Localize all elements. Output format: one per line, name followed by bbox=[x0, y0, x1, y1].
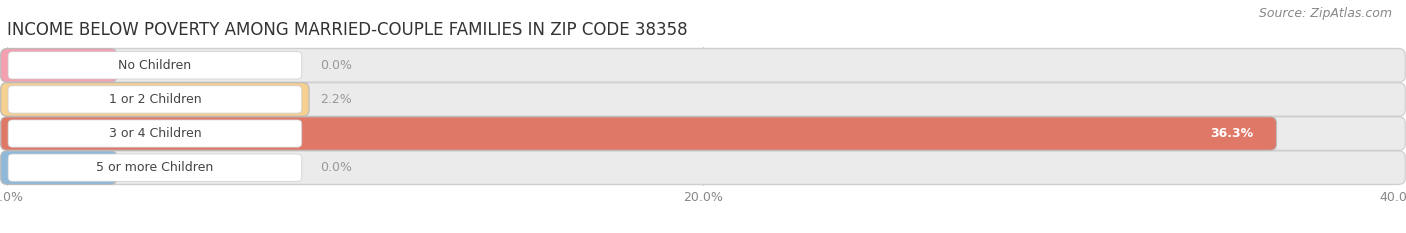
Text: No Children: No Children bbox=[118, 59, 191, 72]
FancyBboxPatch shape bbox=[1, 117, 1405, 150]
Text: 5 or more Children: 5 or more Children bbox=[96, 161, 214, 174]
FancyBboxPatch shape bbox=[1, 151, 1405, 184]
FancyBboxPatch shape bbox=[8, 120, 302, 147]
Text: 3 or 4 Children: 3 or 4 Children bbox=[108, 127, 201, 140]
FancyBboxPatch shape bbox=[1, 49, 1405, 82]
FancyBboxPatch shape bbox=[8, 154, 302, 181]
Text: 36.3%: 36.3% bbox=[1209, 127, 1253, 140]
Text: Source: ZipAtlas.com: Source: ZipAtlas.com bbox=[1258, 7, 1392, 20]
FancyBboxPatch shape bbox=[1, 151, 117, 184]
FancyBboxPatch shape bbox=[1, 83, 1405, 116]
Text: 1 or 2 Children: 1 or 2 Children bbox=[108, 93, 201, 106]
Text: 0.0%: 0.0% bbox=[321, 161, 353, 174]
Text: INCOME BELOW POVERTY AMONG MARRIED-COUPLE FAMILIES IN ZIP CODE 38358: INCOME BELOW POVERTY AMONG MARRIED-COUPL… bbox=[7, 21, 688, 39]
FancyBboxPatch shape bbox=[1, 49, 117, 82]
FancyBboxPatch shape bbox=[1, 83, 309, 116]
Text: 2.2%: 2.2% bbox=[321, 93, 352, 106]
FancyBboxPatch shape bbox=[8, 86, 302, 113]
FancyBboxPatch shape bbox=[8, 52, 302, 79]
FancyBboxPatch shape bbox=[1, 117, 1277, 150]
Text: 0.0%: 0.0% bbox=[321, 59, 353, 72]
